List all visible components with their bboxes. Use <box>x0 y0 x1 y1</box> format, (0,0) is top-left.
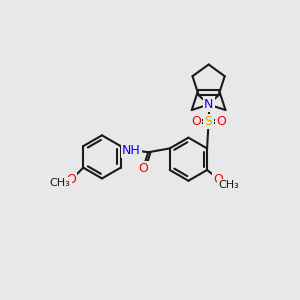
Text: O: O <box>213 173 223 186</box>
Text: O: O <box>139 162 148 175</box>
Text: NH: NH <box>122 144 141 157</box>
Text: O: O <box>66 173 76 187</box>
Text: O: O <box>216 115 226 128</box>
Text: S: S <box>205 115 213 128</box>
Text: O: O <box>191 115 201 128</box>
Text: N: N <box>204 98 213 111</box>
Text: CH₃: CH₃ <box>50 178 70 188</box>
Text: CH₃: CH₃ <box>218 180 239 190</box>
